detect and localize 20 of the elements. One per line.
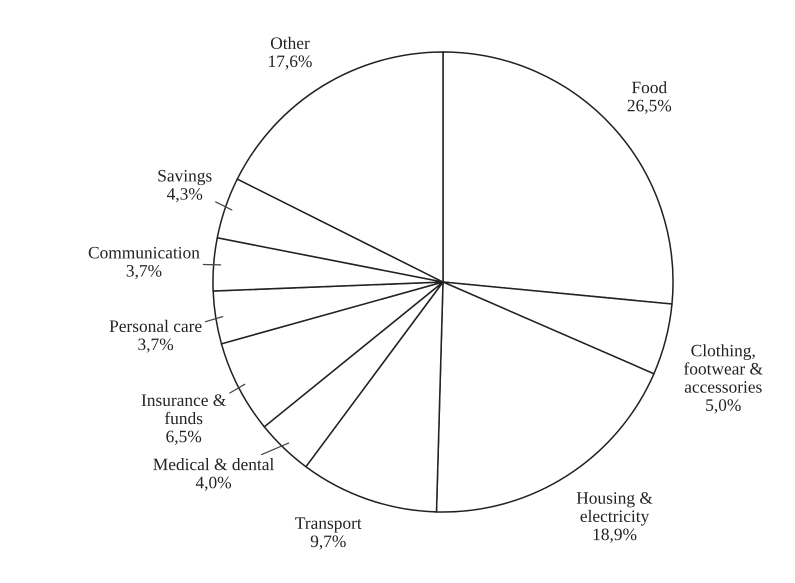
data-label: 5,0% — [706, 399, 741, 414]
slice-label: Insurance & funds — [142, 394, 226, 424]
data-label: 18,9% — [594, 528, 636, 543]
slice-label: Other — [270, 36, 310, 49]
data-label: 4,3% — [166, 188, 202, 202]
slice-label: Transport — [295, 517, 362, 532]
slice-label: Housing & electricity — [576, 492, 653, 526]
data-label: 3,7% — [138, 338, 174, 353]
slice-label: Medical & dental — [153, 458, 274, 470]
slice-label: Savings — [158, 170, 212, 186]
data-label: 26,5% — [628, 100, 672, 114]
data-label: 6,5% — [166, 430, 202, 445]
slice-label: Food — [632, 81, 667, 94]
slice-label: Clothing, footwear & accessories — [684, 344, 763, 393]
data-label: 17,6% — [269, 55, 312, 70]
slice-label: Communication — [88, 246, 200, 258]
data-label: 4,0% — [196, 476, 232, 491]
slice-label: Personal care — [110, 320, 202, 332]
data-label: 9,7% — [310, 535, 346, 550]
data-label: 3,7% — [126, 264, 162, 280]
